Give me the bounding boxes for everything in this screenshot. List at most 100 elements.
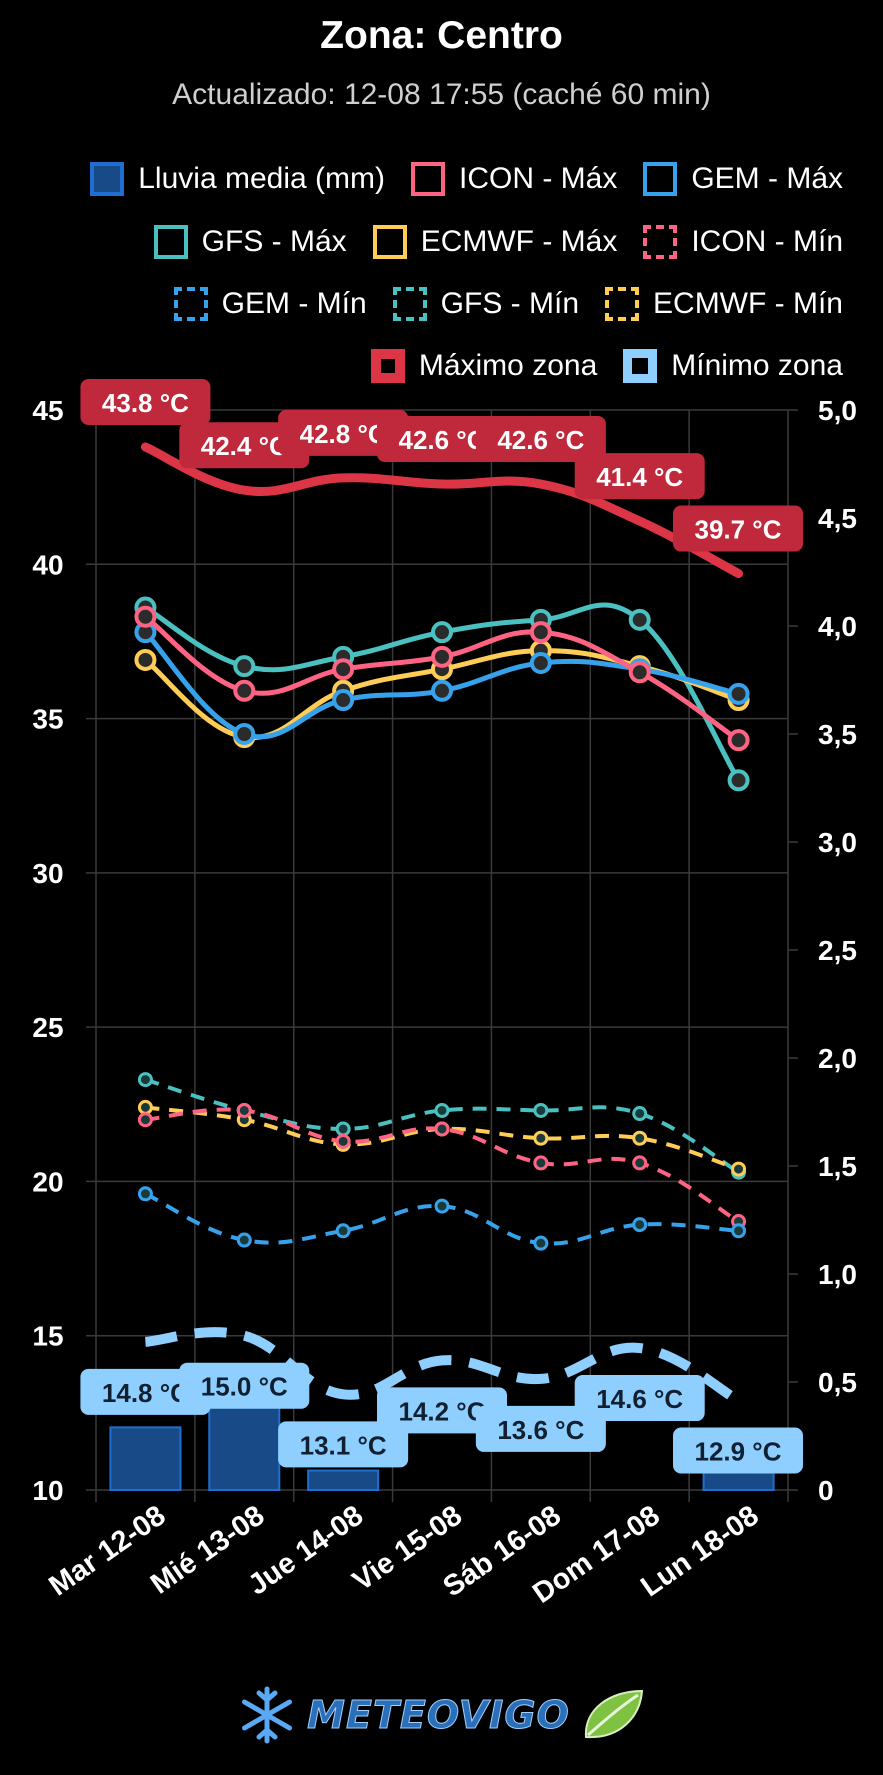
series-point-gfs-m-n bbox=[335, 1121, 351, 1137]
snowflake-icon bbox=[242, 1686, 293, 1744]
series-point-icon-m-x bbox=[727, 729, 750, 752]
legend-swatch bbox=[90, 162, 125, 196]
legend-label: GEM - Máx bbox=[691, 162, 843, 195]
legend-item-gem-min[interactable]: GEM - Mín bbox=[173, 287, 367, 321]
series-point-ecmwf-m-x bbox=[134, 648, 157, 671]
chart-subtitle: Actualizado: 12-08 17:55 (caché 60 min) bbox=[172, 78, 711, 111]
legend-swatch bbox=[372, 225, 407, 259]
meteovigo-logo: METEOVIGO bbox=[0, 1685, 883, 1745]
legend-label: Máximo zona bbox=[418, 349, 598, 382]
zone-max-label: 42.4 °C bbox=[201, 431, 288, 461]
legend-label: GEM - Mín bbox=[221, 287, 367, 320]
zone-min-label: 12.9 °C bbox=[694, 1437, 781, 1467]
legend-item-icon-max[interactable]: ICON - Máx bbox=[410, 162, 618, 196]
series-point-icon-m-n bbox=[434, 1121, 450, 1137]
zone-min-label: 13.6 °C bbox=[497, 1415, 584, 1445]
y-left-tick-label: 40 bbox=[32, 549, 63, 580]
zone-max-label-box bbox=[377, 416, 507, 463]
legend-swatch bbox=[643, 225, 678, 259]
series-point-gem-m-n bbox=[335, 1223, 351, 1239]
y-right-tick-label: 4,0 bbox=[818, 611, 857, 642]
legend-item-zone-min[interactable]: Mínimo zona bbox=[623, 349, 843, 383]
legend-item-icon-min[interactable]: ICON - Mín bbox=[643, 225, 843, 259]
legend-label: GFS - Mín bbox=[440, 287, 580, 320]
y-left-tick-label: 30 bbox=[32, 858, 63, 889]
series-point-gem-m-x bbox=[529, 652, 552, 675]
series-point-gem-m-n bbox=[236, 1232, 252, 1248]
y-right-tick-label: 2,5 bbox=[818, 935, 857, 966]
legend-swatch bbox=[643, 162, 678, 196]
y-right-tick-label: 0 bbox=[818, 1475, 834, 1506]
series-point-gfs-m-x bbox=[628, 608, 651, 631]
zone-max-label: 42.8 °C bbox=[300, 419, 387, 449]
legend-swatch bbox=[153, 225, 188, 259]
y-right-tick-label: 0,5 bbox=[818, 1367, 857, 1398]
y-left-tick-label: 10 bbox=[32, 1475, 63, 1506]
series-point-gfs-m-x bbox=[727, 769, 750, 792]
zone-min-label: 14.8 °C bbox=[102, 1378, 189, 1408]
legend-item-ecmwf-min[interactable]: ECMWF - Mín bbox=[605, 287, 843, 321]
legend-row-4: Máximo zona Mínimo zona bbox=[370, 349, 843, 383]
chart-title: Zona: Centro bbox=[320, 14, 563, 57]
series-point-gfs-m-n bbox=[434, 1102, 450, 1118]
series-point-icon-m-n bbox=[137, 1112, 153, 1128]
legend-swatch bbox=[173, 287, 208, 321]
zone-max-label: 42.6 °C bbox=[497, 425, 584, 455]
zone-min-label-box bbox=[80, 1368, 211, 1415]
legend-item-zone-max[interactable]: Máximo zona bbox=[370, 349, 598, 383]
legend-swatch bbox=[605, 287, 640, 321]
zone-max-label-box bbox=[574, 453, 705, 500]
zone-min-label-box bbox=[673, 1427, 803, 1474]
zone-max-label-box bbox=[278, 409, 409, 456]
zone-max-label-box bbox=[475, 416, 606, 463]
y-right-tick-label: 1,5 bbox=[818, 1151, 857, 1182]
series-point-icon-m-x bbox=[134, 605, 157, 628]
series-point-gfs-m-n bbox=[137, 1072, 153, 1088]
series-point-gem-m-n bbox=[731, 1223, 747, 1239]
series-point-icon-m-x bbox=[431, 645, 453, 668]
legend-row-3: GEM - Mín GFS - Mín ECMWF - Mín bbox=[173, 287, 843, 321]
y-left-tick-label: 25 bbox=[32, 1012, 63, 1043]
zone-min-label: 14.2 °C bbox=[398, 1396, 485, 1426]
legend-item-gfs-min[interactable]: GFS - Mín bbox=[392, 287, 580, 321]
series-point-gem-m-x bbox=[332, 689, 355, 712]
legend-swatch bbox=[623, 349, 658, 383]
zone-max-label-box bbox=[673, 505, 803, 552]
y-right-tick-label: 2,0 bbox=[818, 1043, 857, 1074]
series-point-gem-m-n bbox=[434, 1198, 450, 1214]
legend-swatch bbox=[410, 162, 445, 196]
zone-max-label-box bbox=[179, 422, 310, 469]
zone-min-label-box bbox=[377, 1387, 507, 1434]
series-point-icon-m-x bbox=[529, 621, 552, 644]
y-left-tick-label: 35 bbox=[32, 704, 63, 735]
zone-min-label-box bbox=[475, 1405, 606, 1452]
zone-min-label-box bbox=[179, 1362, 310, 1409]
temperature-rain-chart: 10 15 20 25 30 35 40 45 0 0,5 1,0 1,5 2,0 2,5 3,0 3,5 4,… bbox=[32, 379, 857, 1610]
y-left-tick-label: 45 bbox=[32, 395, 63, 426]
legend-item-ecmwf-max[interactable]: ECMWF - Máx bbox=[372, 225, 617, 259]
legend-item-gem-max[interactable]: GEM - Máx bbox=[643, 162, 843, 196]
leaf-icon bbox=[584, 1689, 643, 1739]
y-left-tick-label: 20 bbox=[32, 1166, 63, 1197]
legend-row-1: Lluvia media (mm) ICON - Máx GEM - Máx bbox=[90, 162, 843, 196]
legend-item-gfs-max[interactable]: GFS - Máx bbox=[153, 225, 347, 259]
y-left-tick-label: 15 bbox=[32, 1321, 63, 1352]
y-right-tick-label: 3,0 bbox=[818, 827, 857, 858]
zone-max-line bbox=[140, 442, 744, 579]
legend-swatch bbox=[392, 287, 427, 321]
zone-max-label: 39.7 °C bbox=[694, 515, 781, 545]
legend-swatch bbox=[370, 349, 405, 383]
zone-min-label: 15.0 °C bbox=[201, 1372, 288, 1402]
x-tick-label: Mar 12-08 bbox=[43, 1500, 171, 1603]
zone-max-label: 43.8 °C bbox=[102, 388, 189, 418]
series-point-icon-m-n bbox=[236, 1102, 252, 1118]
legend-item-lluvia[interactable]: Lluvia media (mm) bbox=[90, 162, 385, 196]
legend-label: Lluvia media (mm) bbox=[138, 162, 385, 195]
legend-label: ICON - Máx bbox=[458, 162, 618, 195]
series-point-ecmwf-m-n bbox=[731, 1161, 747, 1177]
series-point-gem-m-n bbox=[632, 1217, 648, 1233]
zone-max-label-box bbox=[80, 379, 211, 426]
logo-text: METEOVIGO bbox=[307, 1693, 570, 1738]
y-right-tick-label: 3,5 bbox=[818, 719, 857, 750]
legend-label: ECMWF - Mín bbox=[653, 287, 843, 320]
